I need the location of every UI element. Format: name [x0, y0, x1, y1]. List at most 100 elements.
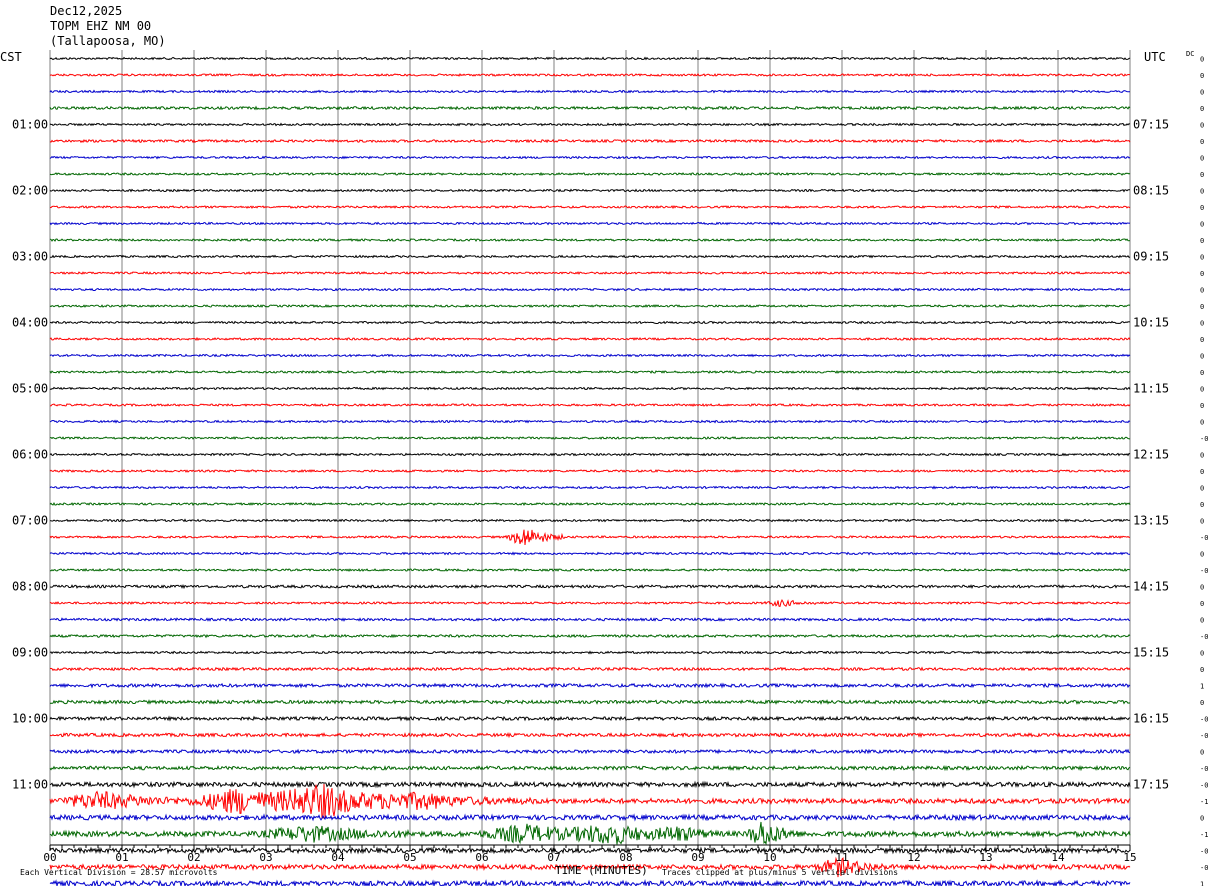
trace-42 — [49, 748, 1131, 755]
dc-value: -0 — [1200, 567, 1208, 575]
trace-41 — [49, 731, 1131, 739]
x-tick-label: 09 — [691, 851, 704, 864]
dc-value: 0 — [1200, 518, 1204, 526]
trace-1 — [49, 73, 1131, 77]
dc-value: 0 — [1200, 468, 1204, 476]
left-hour-label: 06:00 — [12, 448, 48, 462]
trace-23 — [49, 436, 1131, 440]
dc-value: 0 — [1200, 551, 1204, 559]
trace-9 — [49, 204, 1131, 210]
dc-value: 1 — [1200, 683, 1204, 691]
right-hour-labels: 07:15 08:15 09:15 10:15 11:15 12:15 13:15 14:15… — [1133, 118, 1169, 792]
dc-value: -0 — [1200, 732, 1208, 740]
dc-value: 0 — [1200, 815, 1204, 823]
trace-12 — [50, 254, 1131, 259]
dc-value: 0 — [1200, 237, 1204, 245]
trace-46 — [49, 813, 1131, 822]
x-tick-label: 11 — [835, 851, 848, 864]
footer-scale-note: Each Vertical Division = 28.57 microvolt… — [20, 868, 218, 877]
dc-value: 0 — [1200, 336, 1204, 344]
dc-value: 0 — [1200, 155, 1204, 163]
minute-grid — [49, 50, 1131, 845]
trace-3 — [49, 105, 1131, 111]
left-hour-label: 10:00 — [12, 712, 48, 726]
dc-label: DC — [1186, 50, 1194, 58]
x-tick-label: 01 — [115, 851, 128, 864]
header-station: TOPM EHZ NM 00 — [50, 19, 151, 33]
trace-50 — [49, 879, 1131, 886]
dc-value: 0 — [1200, 617, 1204, 625]
dc-value: 0 — [1200, 386, 1204, 394]
dc-value: 0 — [1200, 254, 1204, 262]
dc-value: -1 — [1200, 831, 1208, 839]
dc-value: 0 — [1200, 105, 1204, 113]
trace-24 — [49, 452, 1131, 457]
trace-33 — [49, 599, 1131, 607]
trace-0 — [49, 56, 1131, 61]
dc-value: 0 — [1200, 666, 1204, 674]
trace-17 — [49, 336, 1131, 342]
left-hour-label: 08:00 — [12, 580, 48, 594]
dc-value: 0 — [1200, 369, 1204, 377]
trace-15 — [49, 304, 1131, 308]
trace-43 — [49, 764, 1131, 772]
x-tick-label: 08 — [619, 851, 632, 864]
x-tick-label: 03 — [259, 851, 272, 864]
trace-31 — [49, 567, 1131, 573]
trace-36 — [49, 650, 1131, 655]
right-hour-label: 11:15 — [1133, 382, 1169, 396]
trace-27 — [49, 501, 1131, 507]
dc-value: 0 — [1200, 584, 1204, 592]
right-hour-label: 10:15 — [1133, 316, 1169, 330]
trace-10 — [49, 221, 1131, 226]
trace-45 — [49, 783, 1131, 819]
trace-26 — [49, 485, 1131, 490]
x-tick-label: 10 — [763, 851, 776, 864]
trace-40 — [49, 715, 1131, 722]
trace-13 — [49, 271, 1131, 275]
x-tick-label: 13 — [979, 851, 992, 864]
dc-value: 0 — [1200, 600, 1204, 608]
right-hour-label: 16:15 — [1133, 712, 1169, 726]
trace-16 — [49, 320, 1131, 325]
left-hour-label: 04:00 — [12, 316, 48, 330]
right-hour-label: 12:15 — [1133, 448, 1169, 462]
dc-value: -0 — [1200, 782, 1208, 790]
right-hour-label: 08:15 — [1133, 184, 1169, 198]
trace-35 — [49, 633, 1131, 639]
right-hour-label: 07:15 — [1133, 118, 1169, 132]
dc-value: 0 — [1200, 122, 1204, 130]
trace-8 — [49, 188, 1130, 193]
dc-value: 0 — [1200, 188, 1204, 196]
trace-18 — [49, 353, 1131, 358]
trace-5 — [49, 138, 1131, 144]
dc-value: 0 — [1200, 320, 1204, 328]
x-tick-label: 07 — [547, 851, 560, 864]
dc-offset-column: 0 0 0 0 0 0 0 0 0 0 0 0 0 0 0 0 0 0 0 0 0 0 0 -0 0 0 0 0 0 -0 0 -0 0 0 0 -0… — [1200, 56, 1208, 886]
left-hour-label: 03:00 — [12, 250, 48, 264]
trace-28 — [50, 518, 1131, 523]
dc-value: 0 — [1200, 402, 1204, 410]
dc-value: 0 — [1200, 72, 1204, 80]
dc-value: 0 — [1200, 138, 1204, 146]
x-axis-title: TIME (MINUTES) — [555, 864, 648, 877]
dc-value: 0 — [1200, 56, 1204, 64]
x-tick-label: 06 — [475, 851, 488, 864]
x-tick-label: 14 — [1051, 851, 1065, 864]
dc-value: 0 — [1200, 89, 1204, 97]
dc-value: -0 — [1200, 864, 1208, 872]
dc-value: -0 — [1200, 716, 1208, 724]
dc-value: 0 — [1200, 171, 1204, 179]
dc-value: 1 — [1200, 881, 1204, 886]
dc-value: 0 — [1200, 485, 1204, 493]
header-location: (Tallapoosa, MO) — [50, 34, 166, 48]
dc-value: 0 — [1200, 699, 1204, 707]
trace-30 — [49, 551, 1130, 556]
trace-group — [49, 56, 1131, 886]
trace-44 — [49, 780, 1131, 789]
trace-29 — [49, 529, 1131, 546]
left-hour-labels: 01:00 02:00 03:00 04:00 05:00 06:00 07:00 08:00… — [12, 118, 48, 792]
left-hour-label: 11:00 — [12, 778, 48, 792]
trace-32 — [49, 584, 1131, 590]
